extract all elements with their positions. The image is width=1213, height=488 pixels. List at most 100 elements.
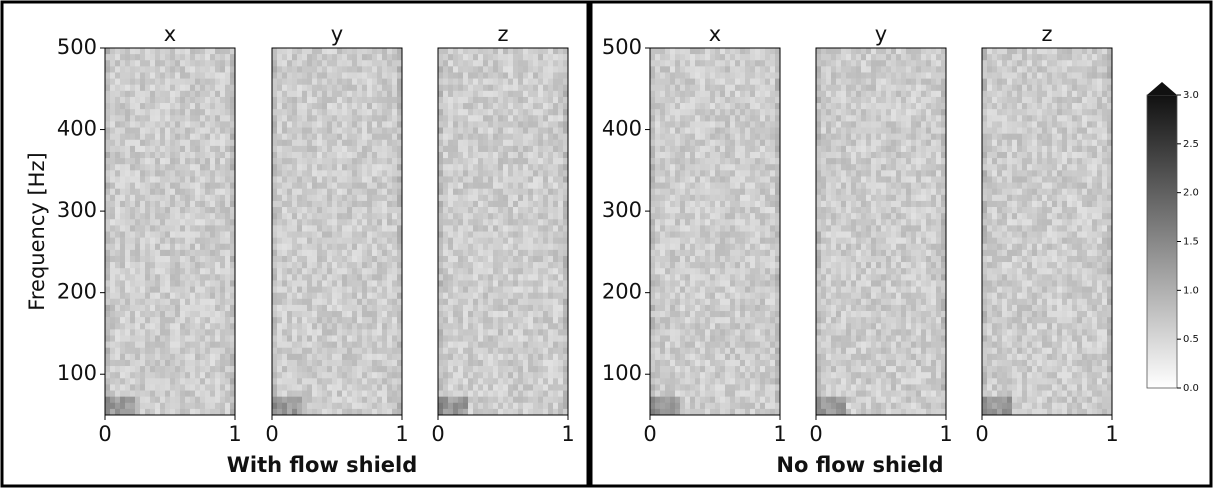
texture-cell xyxy=(473,194,479,202)
texture-cell xyxy=(220,219,226,226)
texture-cell xyxy=(220,341,226,349)
texture-cell xyxy=(538,103,544,110)
texture-cell xyxy=(553,103,559,110)
texture-cell xyxy=(357,268,363,275)
texture-cell xyxy=(523,359,529,367)
texture-cell xyxy=(287,170,293,177)
texture-cell xyxy=(443,268,449,275)
texture-cell xyxy=(115,262,121,269)
texture-cell xyxy=(210,237,216,245)
texture-cell xyxy=(110,372,116,379)
texture-cell xyxy=(493,372,499,379)
texture-cell xyxy=(302,66,308,73)
texture-cell xyxy=(200,60,206,67)
texture-cell xyxy=(110,84,116,92)
texture-cell xyxy=(478,176,484,183)
texture-cell xyxy=(175,335,181,342)
texture-cell xyxy=(180,96,186,104)
texture-cell xyxy=(448,390,454,397)
texture-cell xyxy=(322,255,328,263)
texture-cell xyxy=(342,145,348,153)
texture-cell xyxy=(307,292,313,300)
texture-cell xyxy=(292,329,298,336)
texture-cell xyxy=(397,329,403,336)
texture-cell xyxy=(220,304,226,312)
texture-cell xyxy=(352,335,358,342)
texture-cell xyxy=(473,353,479,361)
texture-cell xyxy=(523,48,529,55)
texture-cell xyxy=(513,249,519,257)
x-tick-label: 1 xyxy=(395,422,408,446)
texture-cell xyxy=(195,280,201,287)
texture-cell xyxy=(220,60,226,67)
texture-cell xyxy=(483,139,489,147)
texture-cell xyxy=(503,249,509,257)
texture-cell xyxy=(230,262,236,269)
texture-cell xyxy=(322,200,328,208)
texture-cell xyxy=(438,54,444,61)
texture-cell xyxy=(538,243,544,251)
texture-cell xyxy=(292,408,298,416)
texture-cell xyxy=(165,72,171,79)
texture-cell xyxy=(528,329,534,336)
texture-cell xyxy=(493,402,499,410)
texture-cell xyxy=(210,249,216,257)
texture-cell xyxy=(382,66,388,73)
texture-cell xyxy=(377,213,383,220)
texture-cell xyxy=(655,255,661,263)
texture-cell xyxy=(160,292,166,300)
texture-cell xyxy=(120,298,126,306)
texture-cell xyxy=(665,170,671,177)
texture-cell xyxy=(185,90,191,98)
texture-cell xyxy=(220,103,226,110)
texture-cell xyxy=(448,255,454,263)
texture-cell xyxy=(397,109,403,116)
texture-cell xyxy=(210,121,216,128)
texture-cell xyxy=(438,96,444,104)
texture-cell xyxy=(392,249,398,257)
texture-cell xyxy=(115,359,121,367)
texture-cell xyxy=(528,268,534,275)
texture-cell xyxy=(660,225,666,232)
texture-cell xyxy=(165,408,171,416)
texture-cell xyxy=(302,280,308,287)
texture-cell xyxy=(468,133,474,141)
texture-cell xyxy=(493,182,499,189)
texture-cell xyxy=(548,213,554,220)
texture-cell xyxy=(155,298,161,306)
texture-cell xyxy=(382,48,388,55)
texture-cell xyxy=(558,109,564,116)
texture-cell xyxy=(553,286,559,293)
texture-cell xyxy=(175,372,181,379)
texture-cell xyxy=(357,298,363,306)
texture-cell xyxy=(493,96,499,104)
texture-cell xyxy=(533,311,539,318)
texture-cell xyxy=(478,145,484,153)
texture-cell xyxy=(498,170,504,177)
texture-cell xyxy=(135,366,141,373)
texture-cell xyxy=(185,298,191,306)
texture-cell xyxy=(508,353,514,361)
texture-cell xyxy=(372,402,378,410)
texture-cell xyxy=(523,164,529,171)
texture-cell xyxy=(210,90,216,98)
texture-cell xyxy=(473,280,479,287)
texture-cell xyxy=(563,249,569,257)
texture-cell xyxy=(120,396,126,404)
texture-cell xyxy=(352,145,358,153)
texture-cell xyxy=(397,390,403,397)
texture-cell xyxy=(528,54,534,61)
texture-cell xyxy=(528,347,534,355)
texture-cell xyxy=(372,243,378,251)
texture-cell xyxy=(523,219,529,226)
texture-cell xyxy=(200,378,206,385)
texture-cell xyxy=(215,213,221,220)
texture-cell xyxy=(528,103,534,110)
texture-cell xyxy=(140,402,146,410)
texture-cell xyxy=(352,249,358,257)
texture-cell xyxy=(558,341,564,349)
texture-cell xyxy=(165,96,171,104)
texture-cell xyxy=(387,213,393,220)
texture-cell xyxy=(302,60,308,67)
texture-cell xyxy=(478,103,484,110)
